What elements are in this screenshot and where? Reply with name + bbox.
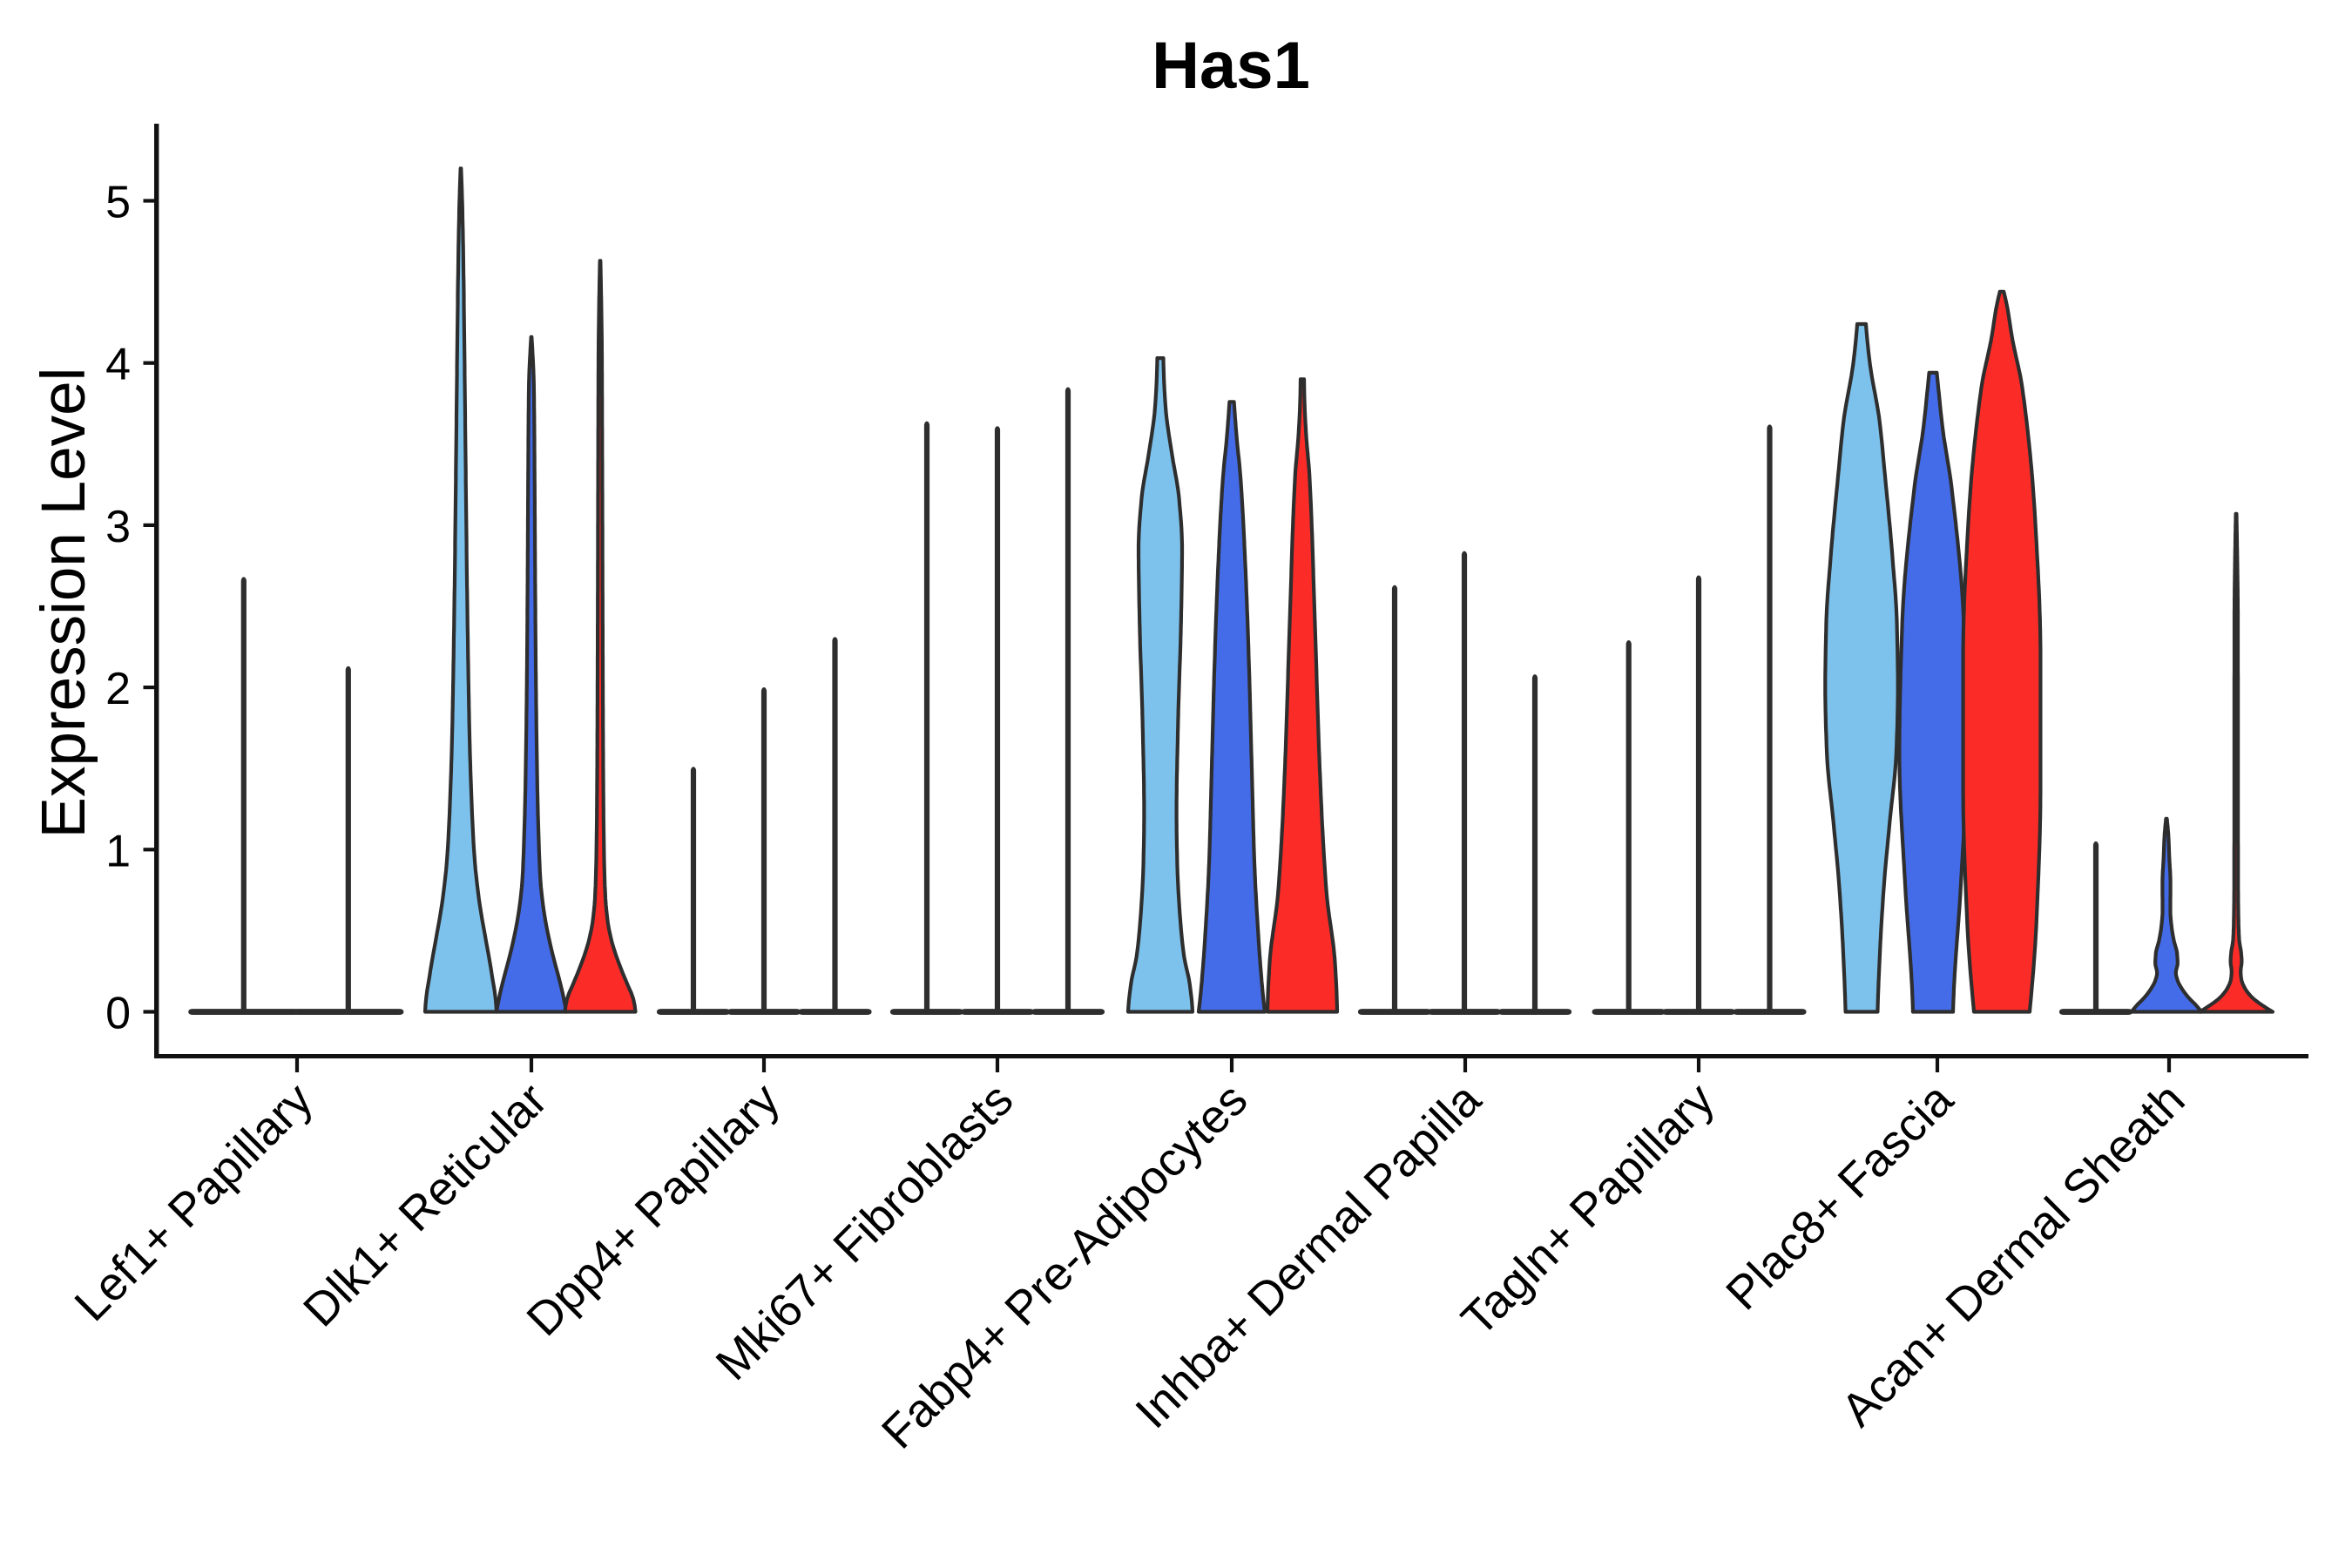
svg-text:Has1: Has1 (1152, 29, 1310, 103)
svg-text:0: 0 (105, 989, 131, 1039)
svg-text:4: 4 (105, 340, 131, 390)
svg-text:2: 2 (105, 664, 131, 714)
svg-text:3: 3 (105, 502, 131, 552)
svg-text:Expression Level: Expression Level (30, 368, 98, 839)
svg-text:1: 1 (105, 826, 131, 876)
svg-text:5: 5 (105, 178, 131, 228)
